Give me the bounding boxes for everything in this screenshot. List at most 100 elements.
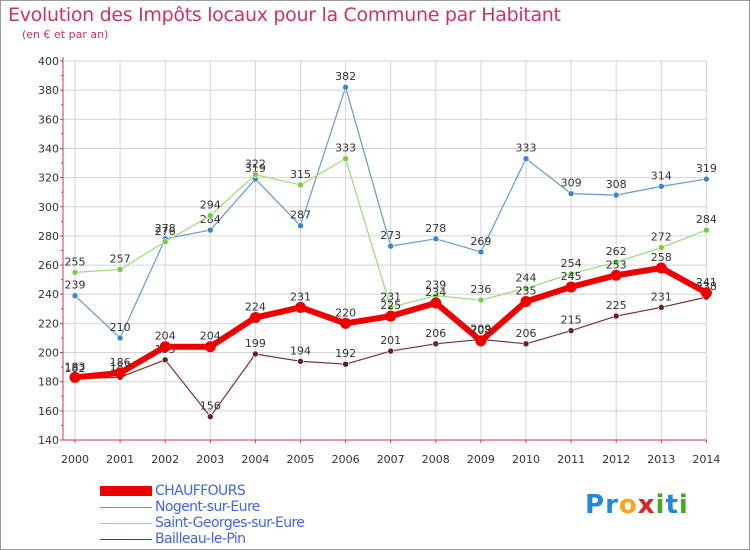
y-tick-label: 380	[38, 84, 59, 97]
data-label: 209	[470, 322, 491, 335]
data-label: 272	[651, 231, 672, 244]
data-point	[71, 292, 79, 299]
data-point	[387, 347, 395, 355]
y-tick-label: 360	[38, 113, 59, 126]
data-label: 245	[561, 270, 582, 283]
data-label: 239	[65, 279, 86, 292]
data-label: 319	[245, 162, 266, 175]
data-label: 278	[155, 222, 176, 235]
data-point	[567, 190, 575, 197]
data-point	[612, 191, 620, 199]
data-point	[297, 357, 304, 365]
y-tick-label: 300	[38, 201, 59, 214]
legend-swatch	[100, 486, 152, 496]
data-point	[700, 287, 712, 299]
data-label: 225	[380, 299, 401, 312]
logo-letter: P	[585, 490, 606, 520]
data-point	[249, 312, 261, 324]
data-point	[612, 312, 620, 320]
data-label: 201	[380, 334, 401, 347]
data-point	[477, 248, 485, 256]
x-tick-label: 2007	[377, 453, 405, 466]
data-point	[252, 171, 259, 178]
data-point	[342, 360, 349, 368]
data-point	[69, 371, 81, 383]
data-point	[610, 269, 622, 281]
data-label: 269	[470, 235, 491, 248]
legend: CHAUFFOURS Nogent-sur-Eure Saint-Georges…	[100, 483, 360, 548]
y-tick-label: 180	[38, 376, 59, 389]
data-label: 210	[110, 321, 131, 334]
data-label: 182	[65, 362, 86, 375]
x-tick-label: 2008	[422, 453, 450, 466]
legend-label: Saint-Georges-sur-Eure	[155, 515, 305, 531]
data-label: 206	[425, 327, 446, 340]
x-tick-label: 2010	[512, 453, 540, 466]
chart-title: Evolution des Impôts locaux pour la Comm…	[8, 4, 561, 26]
chart-subtitle: (en € et par an)	[22, 28, 109, 41]
data-label: 236	[470, 283, 491, 296]
y-tick-label: 260	[38, 259, 59, 272]
x-tick-label: 2011	[557, 453, 585, 466]
data-label: 319	[696, 162, 717, 175]
data-point	[387, 304, 395, 311]
data-point	[432, 235, 440, 243]
y-tick-label: 340	[38, 142, 59, 155]
x-tick-label: 2002	[151, 453, 179, 466]
data-label: 262	[606, 245, 627, 258]
data-label: 194	[290, 344, 311, 357]
data-label: 333	[335, 142, 356, 155]
y-tick-label: 140	[38, 434, 59, 447]
data-label: 241	[696, 276, 717, 289]
y-tick-label: 320	[38, 172, 59, 185]
data-point	[477, 296, 485, 304]
data-label: 276	[155, 225, 176, 238]
x-tick-label: 2004	[241, 453, 269, 466]
data-label: 244	[516, 271, 537, 284]
data-label: 220	[335, 306, 356, 319]
data-point	[565, 281, 577, 293]
data-label: 254	[561, 257, 582, 270]
y-tick-label: 200	[38, 347, 59, 360]
data-label: 314	[651, 169, 672, 182]
data-label: 333	[516, 142, 537, 155]
data-label: 235	[516, 285, 537, 298]
x-tick-label: 2014	[692, 453, 720, 466]
data-label: 206	[516, 327, 537, 340]
x-tick-label: 2009	[467, 453, 495, 466]
legend-label: CHAUFFOURS	[155, 483, 246, 499]
data-point	[252, 350, 259, 358]
data-point	[703, 175, 710, 183]
data-point	[204, 341, 216, 353]
data-label: 231	[380, 290, 401, 303]
x-tick-label: 2000	[61, 453, 89, 466]
data-point	[432, 340, 440, 348]
data-label: 309	[561, 177, 582, 190]
data-label: 224	[245, 301, 266, 314]
data-label: 287	[290, 209, 311, 222]
data-point	[657, 244, 665, 251]
data-label: 382	[335, 70, 356, 83]
data-point	[522, 285, 530, 292]
legend-item: Saint-Georges-sur-Eure	[100, 515, 360, 532]
data-label: 294	[200, 199, 221, 212]
legend-item: Nogent-sur-Eure	[100, 499, 360, 516]
data-label: 225	[606, 299, 627, 312]
data-point	[114, 367, 126, 379]
data-point	[207, 226, 214, 234]
data-label: 183	[65, 360, 86, 373]
data-label: 186	[110, 356, 131, 369]
data-point	[207, 413, 214, 420]
data-label: 156	[200, 400, 221, 413]
data-label: 239	[425, 279, 446, 292]
data-point	[116, 266, 124, 273]
data-label: 257	[110, 252, 131, 265]
data-point	[567, 270, 575, 278]
data-label: 231	[651, 290, 672, 303]
data-label: 192	[335, 347, 356, 360]
legend-label: Bailleau-le-Pin	[155, 531, 246, 547]
data-point	[161, 356, 169, 364]
data-label: 273	[380, 229, 401, 242]
data-label: 278	[425, 222, 446, 235]
x-tick-label: 2003	[196, 453, 224, 466]
